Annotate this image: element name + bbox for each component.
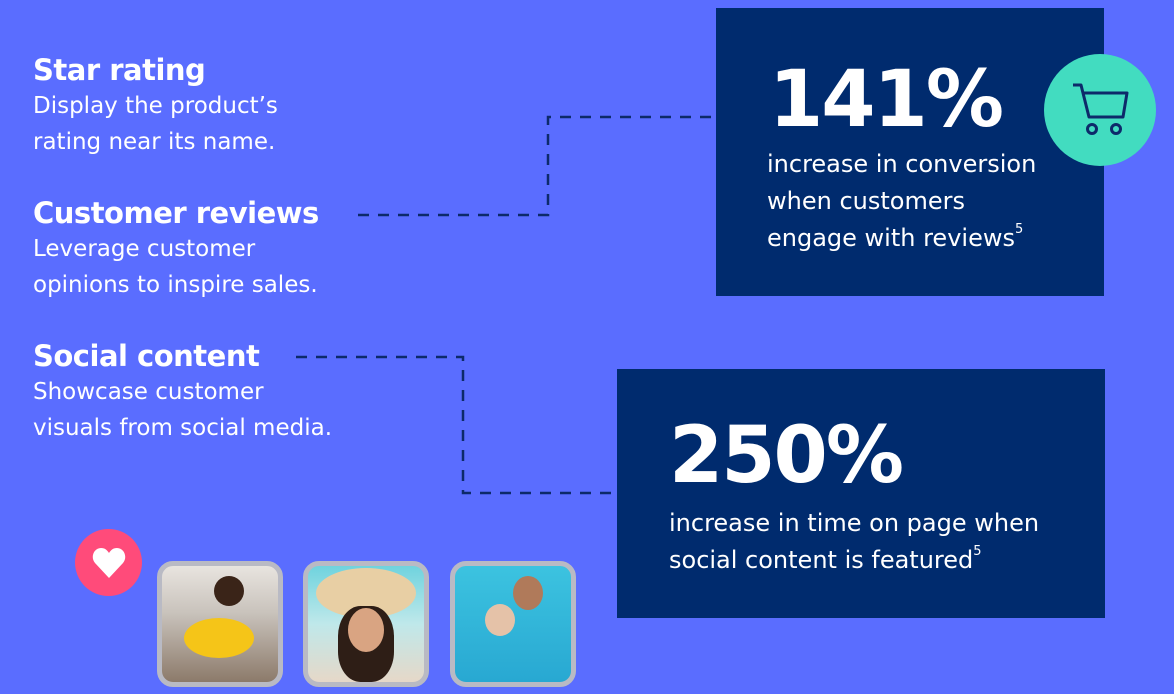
stat-value: 141% [769,55,1004,145]
feature-desc: rating near its name. [33,129,276,155]
feature-customer-reviews: Customer reviews Leverage customer opini… [33,195,319,303]
social-photo-child-duck [157,561,283,687]
stat-description: increase in time on page when social con… [669,505,1039,579]
feature-desc: Leverage customer [33,236,256,262]
feature-desc: Showcase customer [33,379,264,405]
heart-badge [75,529,142,596]
feature-social-content: Social content Showcase customer visuals… [33,338,332,446]
duck-float-shape [184,618,254,658]
child-head-shape [214,576,244,606]
shopping-cart-icon [1073,83,1129,135]
footnote: 5 [1014,222,1024,237]
stat-line: engage with reviews [767,224,1015,252]
stat-description: increase in conversion when customers en… [767,146,1036,257]
feature-desc: opinions to inspire sales. [33,272,318,298]
feature-desc: visuals from social media. [33,415,333,441]
cart-badge [1044,54,1156,166]
stat-line: increase in time on page when [669,509,1040,537]
stat-line: when customers [767,187,965,215]
stat-line: social content is featured [669,546,974,574]
connector-reviews [358,115,716,217]
stat-box-conversion: 141% increase in conversion when custome… [716,8,1104,296]
social-photo-woman-hat [303,561,429,687]
footnote: 5 [973,544,982,559]
feature-star-rating: Star rating Display the product’s rating… [33,52,278,160]
father-head-shape [513,576,543,610]
child-head-shape [485,604,515,636]
feature-title: Customer reviews [33,196,319,230]
stat-line: increase in conversion [767,150,1037,178]
social-photo-pool [450,561,576,687]
face-shape [348,608,384,652]
feature-desc: Display the product’s [33,93,278,119]
feature-title: Star rating [33,53,206,87]
feature-title: Social content [33,339,260,373]
stat-box-time-on-page: 250% increase in time on page when socia… [617,369,1105,618]
stat-value: 250% [669,411,904,501]
connector-social [296,355,617,495]
heart-icon [92,547,125,578]
